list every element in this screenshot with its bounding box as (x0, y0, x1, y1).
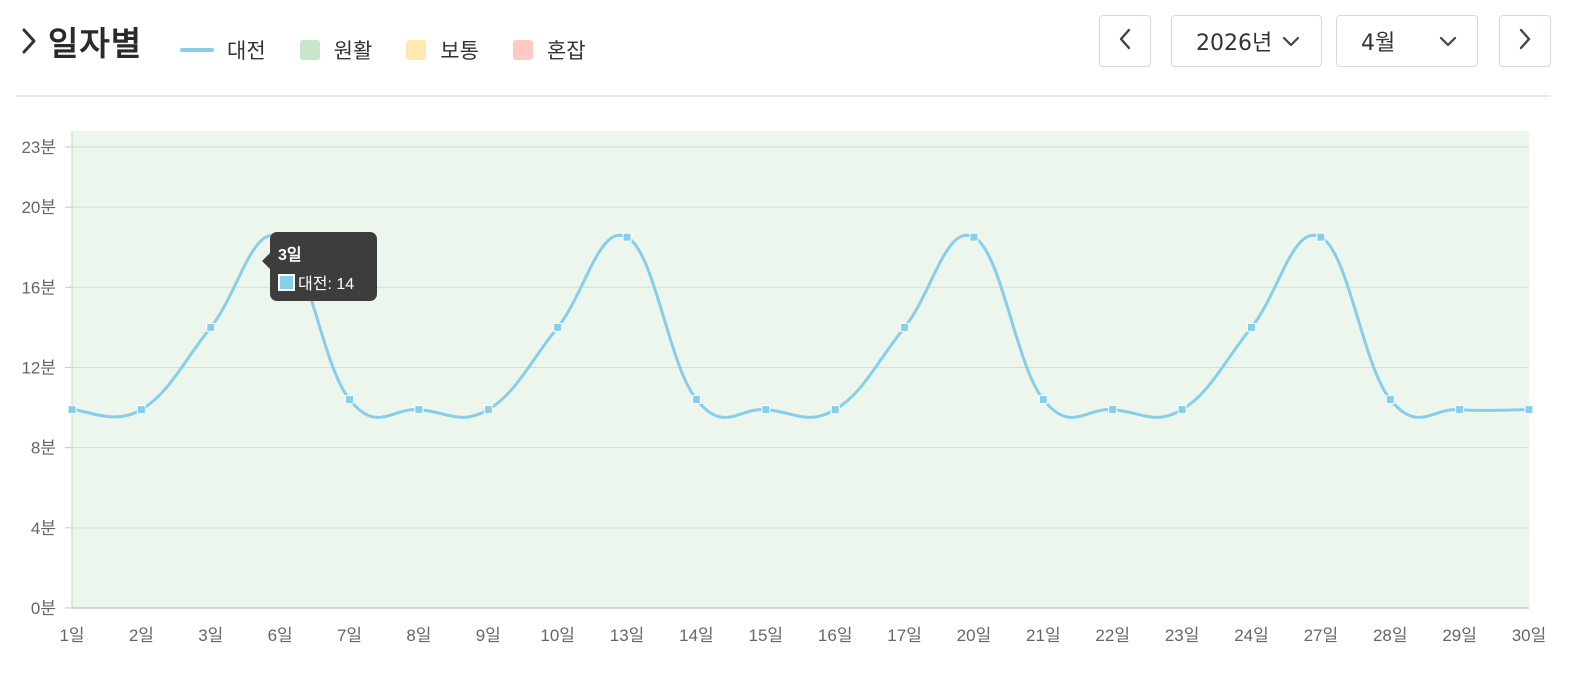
x-tick-label: 17일 (887, 626, 922, 645)
legend-label: 보통 (440, 39, 479, 63)
data-point (483, 405, 493, 415)
series-line-daejeon (71, 233, 1530, 419)
legend-label: 대전 (227, 39, 266, 63)
data-point (969, 232, 979, 242)
square-swatch-icon (299, 40, 320, 60)
x-tick-label: 27일 (1304, 626, 1339, 645)
data-point (206, 322, 216, 332)
y-tick-label: 12분 (21, 358, 56, 377)
x-tick-label: 22일 (1095, 626, 1130, 645)
x-tick-label: 23일 (1165, 626, 1200, 645)
data-point (1038, 395, 1048, 405)
chart-legend: 대전 원활 보통 혼잡 (180, 34, 620, 66)
next-month-button[interactable] (1499, 15, 1551, 67)
x-tick-label: 7일 (337, 626, 362, 645)
y-tick-label: 20분 (21, 198, 56, 217)
data-point (1316, 232, 1326, 242)
x-tick-label: 30일 (1512, 626, 1547, 645)
x-tick-label: 10일 (540, 626, 575, 645)
data-point (830, 405, 840, 415)
data-point (1246, 322, 1256, 332)
data-point (553, 322, 563, 332)
y-tick-label: 4분 (31, 519, 56, 538)
chart-tooltip: 3일 대전: 14 (262, 232, 377, 301)
legend-item-normal[interactable]: 보통 (406, 35, 479, 65)
panel-header: 일자별 대전 원활 보통 혼잡 (0, 0, 1593, 96)
chevron-right-icon (1517, 27, 1533, 55)
page-title: 일자별 (48, 24, 143, 63)
data-point (1455, 405, 1465, 415)
x-tick-label: 21일 (1026, 626, 1061, 645)
data-point (136, 405, 146, 415)
data-point (761, 405, 771, 415)
year-value: 2026년 (1196, 31, 1273, 56)
x-tick-label: 2일 (129, 626, 154, 645)
year-select[interactable]: 2026년 (1171, 15, 1322, 67)
x-tick-label: 6일 (268, 626, 293, 645)
x-tick-label: 29일 (1442, 626, 1477, 645)
data-point (622, 232, 632, 242)
data-point (900, 322, 910, 332)
x-tick-label: 16일 (818, 626, 853, 645)
x-tick-label: 1일 (59, 626, 84, 645)
data-point (1177, 405, 1187, 415)
data-point (67, 405, 77, 415)
x-tick-label: 28일 (1373, 626, 1408, 645)
chevron-down-icon (1282, 35, 1300, 47)
tooltip-arrow (262, 253, 270, 269)
x-tick-label: 9일 (476, 626, 501, 645)
legend-label: 혼잡 (546, 39, 586, 63)
title-group[interactable]: 일자별 (16, 18, 142, 64)
square-swatch-icon (406, 40, 427, 60)
legend-item-congested[interactable]: 혼잡 (512, 35, 586, 65)
y-tick-label: 8분 (31, 439, 56, 458)
data-point (1524, 405, 1534, 415)
y-tick-label: 23분 (21, 138, 56, 157)
tooltip-row: 대전: 14 (278, 270, 354, 294)
x-tick-label: 20일 (957, 626, 992, 645)
legend-item-smooth[interactable]: 원활 (299, 35, 373, 65)
y-tick-label: 0분 (31, 599, 56, 618)
data-point (345, 395, 355, 405)
x-tick-label: 8일 (406, 626, 431, 645)
tooltip-swatch (278, 273, 295, 291)
data-point (1108, 405, 1118, 415)
x-tick-label: 24일 (1234, 626, 1269, 645)
date-controls: 2026년 4월 (1099, 15, 1551, 67)
y-tick-label: 16분 (21, 278, 56, 297)
x-tick-label: 14일 (679, 626, 714, 645)
data-point (1385, 395, 1395, 405)
x-tick-label: 13일 (610, 626, 645, 645)
legend-label: 원활 (333, 39, 373, 63)
month-select[interactable]: 4월 (1336, 15, 1478, 67)
tooltip-title: 3일 (278, 247, 302, 264)
data-point (691, 395, 701, 405)
square-swatch-icon (512, 40, 533, 60)
x-tick-label: 15일 (749, 626, 784, 645)
chevron-right-icon (16, 24, 42, 58)
legend-item-daejeon[interactable]: 대전 (180, 35, 266, 65)
header-divider (16, 95, 1550, 97)
tooltip-series-label: 대전: 14 (298, 276, 355, 293)
prev-month-button[interactable] (1099, 15, 1151, 67)
month-value: 4월 (1361, 31, 1396, 56)
plot-background (72, 131, 1529, 608)
chevron-left-icon (1117, 27, 1133, 55)
data-point (414, 405, 424, 415)
x-tick-label: 3일 (198, 626, 223, 645)
line-swatch-icon (180, 48, 214, 52)
chevron-down-icon (1439, 35, 1457, 47)
